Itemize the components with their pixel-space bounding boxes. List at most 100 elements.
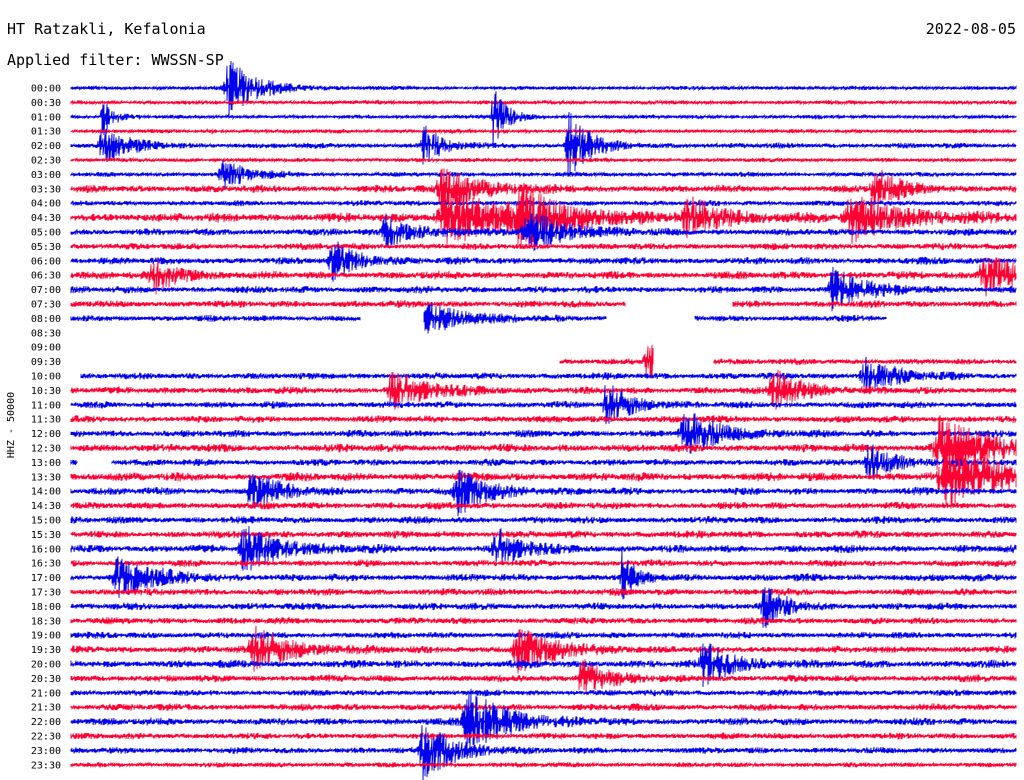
row-label-1830: 18:30 — [31, 616, 61, 627]
trace-row-1830 — [70, 616, 1017, 625]
row-label-0000: 00:00 — [31, 84, 61, 95]
traces — [70, 60, 1017, 780]
trace-row-2030 — [70, 659, 1017, 694]
trace-row-2130 — [70, 703, 1017, 712]
row-label-0930: 09:30 — [31, 357, 61, 368]
row-label-0830: 08:30 — [31, 328, 61, 339]
row-label-2100: 21:00 — [31, 688, 61, 699]
trace-row-1200 — [70, 413, 1017, 454]
filter-label: Applied filter: WWSSN-SP — [7, 51, 224, 69]
row-label-0300: 03:00 — [31, 170, 61, 181]
row-label-1000: 10:00 — [31, 372, 61, 383]
trace-row-0230 — [70, 156, 1017, 164]
row-label-2200: 22:00 — [31, 717, 61, 728]
trace-row-2330 — [70, 761, 1017, 769]
trace-row-2100 — [70, 689, 1017, 697]
row-label-0900: 09:00 — [31, 343, 61, 354]
row-label-0200: 02:00 — [31, 141, 61, 152]
row-label-0430: 04:30 — [31, 213, 61, 224]
row-label-1230: 12:30 — [31, 444, 61, 455]
trace-row-1930 — [70, 625, 1017, 674]
trace-row-1230 — [70, 415, 1017, 475]
trace-row-0500 — [70, 213, 1017, 251]
row-label-1630: 16:30 — [31, 559, 61, 570]
trace-row-0430 — [70, 182, 1017, 246]
row-label-1700: 17:00 — [31, 573, 61, 584]
trace-row-0800 — [70, 301, 887, 334]
trace-row-0030 — [70, 98, 1017, 106]
date-label: 2022-08-05 — [925, 20, 1016, 38]
trace-row-2230 — [70, 732, 1017, 740]
row-label-1030: 10:30 — [31, 386, 61, 397]
trace-row-0730 — [70, 299, 1017, 309]
trace-row-0630 — [70, 257, 1017, 297]
y-axis-label: HHZ - 50000 — [6, 392, 17, 458]
row-label-0700: 07:00 — [31, 285, 61, 296]
row-label-1730: 17:30 — [31, 588, 61, 599]
row-label-0330: 03:30 — [31, 184, 61, 195]
trace-row-1030 — [70, 369, 1017, 410]
row-label-2300: 23:00 — [31, 746, 61, 757]
trace-row-1400 — [70, 469, 1017, 517]
trace-row-0000 — [70, 60, 1017, 118]
trace-row-1330 — [70, 442, 1017, 509]
trace-row-1730 — [70, 587, 1017, 597]
trace-row-0330 — [70, 168, 1017, 214]
row-label-1330: 13:30 — [31, 472, 61, 483]
row-label-2130: 21:30 — [31, 703, 61, 714]
row-label-1430: 14:30 — [31, 501, 61, 512]
row-label-0030: 00:30 — [31, 98, 61, 109]
trace-row-1500 — [70, 515, 1017, 525]
trace-row-1800 — [70, 587, 1017, 628]
row-label-0400: 04:00 — [31, 199, 61, 210]
row-label-1400: 14:00 — [31, 487, 61, 498]
trace-row-0700 — [70, 266, 1017, 312]
row-label-1500: 15:00 — [31, 516, 61, 527]
station-title: HT Ratzakli, Kefalonia — [7, 20, 206, 38]
trace-row-0530 — [70, 242, 1017, 251]
row-label-1600: 16:00 — [31, 544, 61, 555]
row-label-0100: 01:00 — [31, 112, 61, 123]
row-label-1900: 19:00 — [31, 631, 61, 642]
row-label-1300: 13:00 — [31, 458, 61, 469]
trace-row-2200 — [70, 688, 1017, 751]
row-label-0730: 07:30 — [31, 300, 61, 311]
trace-row-0200 — [70, 111, 1017, 177]
row-label-2000: 20:00 — [31, 660, 61, 671]
trace-row-1100 — [70, 385, 1017, 425]
row-label-0630: 06:30 — [31, 271, 61, 282]
trace-row-0600 — [70, 241, 1017, 282]
row-labels: 00:00 00:30 01:00 01:30 02:00 02:30 03:00 03:30… — [31, 84, 61, 772]
row-label-0130: 01:30 — [31, 127, 61, 138]
trace-row-2000 — [70, 643, 1017, 687]
row-label-2330: 23:30 — [31, 760, 61, 771]
row-label-1530: 15:30 — [31, 530, 61, 541]
trace-row-1300 — [70, 444, 1017, 480]
trace-row-1000 — [80, 356, 1017, 394]
trace-row-1600 — [70, 526, 1017, 571]
row-label-1930: 19:30 — [31, 645, 61, 656]
trace-row-1900 — [70, 631, 1017, 639]
trace-row-1700 — [70, 549, 1017, 600]
trace-row-0100 — [70, 91, 1017, 148]
row-label-0800: 08:00 — [31, 314, 61, 325]
row-label-0500: 05:00 — [31, 228, 61, 239]
row-label-1100: 11:00 — [31, 400, 61, 411]
row-label-2230: 22:30 — [31, 732, 61, 743]
trace-row-1630 — [70, 559, 1017, 567]
row-label-1130: 11:30 — [31, 415, 61, 426]
trace-row-0930 — [559, 344, 1017, 379]
row-label-0600: 06:00 — [31, 256, 61, 267]
trace-row-0130 — [70, 127, 1017, 135]
trace-row-1430 — [70, 501, 1017, 510]
row-label-0530: 05:30 — [31, 242, 61, 253]
row-label-0230: 02:30 — [31, 156, 61, 167]
row-label-1800: 18:00 — [31, 602, 61, 613]
trace-row-0300 — [70, 160, 1017, 189]
trace-row-2300 — [70, 725, 1017, 780]
trace-row-1530 — [70, 530, 1017, 539]
row-label-1200: 12:00 — [31, 429, 61, 440]
row-label-2030: 20:30 — [31, 674, 61, 685]
trace-row-1130 — [70, 415, 1017, 424]
